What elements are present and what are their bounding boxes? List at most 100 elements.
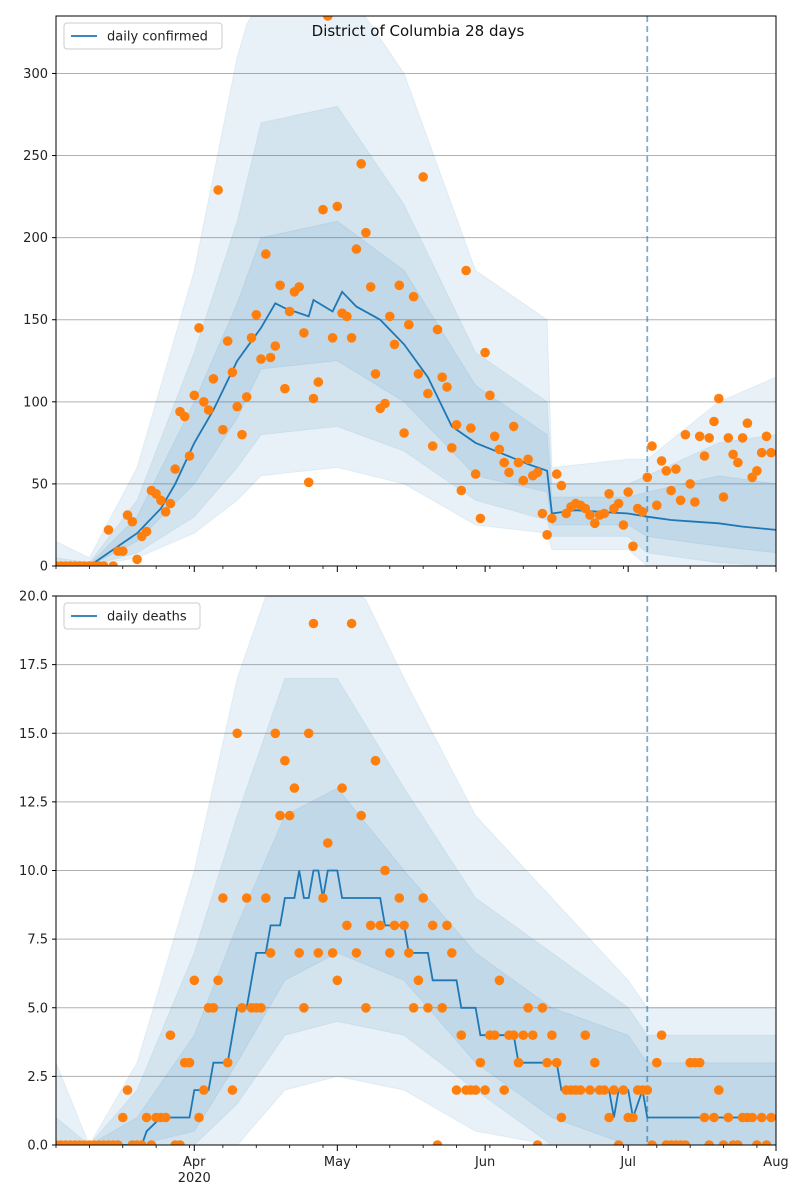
y-tick-label: 200: [23, 231, 48, 246]
data-point: [661, 466, 672, 476]
y-tick-label: 17.5: [19, 658, 48, 673]
data-point: [361, 227, 371, 238]
plot-frame: [55, 15, 777, 567]
data-point: [427, 920, 438, 931]
data-point: [547, 1030, 557, 1040]
data-point: [690, 497, 700, 507]
uncertainty-band: [56, 787, 776, 1145]
data-point: [418, 893, 429, 903]
data-point: [385, 311, 395, 322]
data-point: [394, 280, 405, 291]
data-point: [380, 398, 390, 409]
data-point: [508, 1030, 519, 1040]
data-point: [213, 975, 223, 986]
y-tick-label: 50: [31, 477, 48, 492]
data-point: [313, 948, 324, 958]
y-tick-label: 0: [40, 560, 48, 575]
data-point: [342, 920, 352, 931]
data-point: [351, 948, 362, 958]
legend: daily confirmed: [63, 22, 223, 50]
data-point: [685, 479, 695, 489]
data-point: [590, 518, 600, 529]
data-point: [599, 508, 610, 519]
data-point: [98, 561, 109, 566]
y-tick-label: 2.5: [27, 1070, 48, 1085]
data-point: [118, 546, 128, 556]
data-point: [399, 428, 409, 438]
data-point: [756, 447, 767, 458]
data-point: [318, 204, 328, 215]
data-point: [261, 893, 271, 903]
data-point: [432, 324, 443, 335]
y-tick-label: 150: [23, 313, 48, 328]
data-point: [284, 810, 295, 821]
data-point: [218, 893, 228, 903]
data-point: [165, 1030, 176, 1040]
data-point: [532, 467, 543, 478]
data-point: [523, 454, 533, 465]
x-tick-label: Jul: [619, 1155, 636, 1170]
data-point: [718, 492, 729, 502]
data-point: [618, 520, 629, 530]
data-point: [404, 319, 414, 330]
data-point: [189, 975, 200, 986]
data-point: [179, 411, 190, 422]
data-point: [618, 1085, 629, 1095]
data-point: [132, 554, 142, 565]
data-point: [346, 618, 357, 629]
data-point: [671, 464, 681, 474]
y-tick-label: 300: [23, 67, 48, 82]
data-point: [327, 333, 338, 343]
legend-box: [63, 22, 223, 50]
data-point: [628, 541, 638, 552]
data-point: [213, 185, 223, 195]
data-point: [537, 508, 548, 519]
data-point: [704, 433, 714, 443]
data-point: [251, 310, 262, 320]
data-point: [303, 477, 314, 488]
data-point: [508, 421, 519, 432]
data-point: [356, 810, 367, 821]
data-point: [389, 920, 400, 931]
uncertainty-band: [56, 677, 776, 1145]
data-point: [265, 948, 276, 958]
y-tick-label: 10.0: [19, 864, 48, 879]
data-point: [141, 1112, 152, 1123]
data-point: [742, 418, 753, 429]
x-tick-sublabel: 2020: [178, 1171, 211, 1186]
data-point: [394, 893, 405, 903]
chart-title: District of Columbia 28 days: [312, 22, 525, 40]
data-point: [208, 374, 219, 384]
data-point: [346, 333, 357, 343]
data-point: [556, 480, 567, 491]
data-point: [189, 390, 200, 401]
data-point: [666, 485, 676, 496]
data-point: [280, 755, 290, 766]
y-tick-label: 5.0: [27, 1001, 48, 1016]
data-point: [604, 489, 614, 499]
data-point: [370, 369, 381, 379]
data-point: [122, 510, 133, 520]
data-point: [537, 1003, 548, 1013]
data-point: [451, 420, 462, 430]
data-point: [222, 1057, 233, 1068]
data-point: [289, 783, 300, 793]
data-point: [408, 1003, 419, 1013]
legend-label: daily confirmed: [107, 30, 208, 45]
data-point: [456, 1030, 467, 1040]
data-point: [399, 920, 409, 931]
data-point: [699, 451, 710, 461]
data-point: [103, 525, 114, 535]
data-point: [652, 1057, 662, 1068]
data-point: [680, 429, 691, 440]
data-point: [232, 728, 242, 739]
data-point: [370, 755, 381, 766]
data-point: [442, 382, 452, 392]
y-tick-label: 7.5: [27, 933, 48, 948]
data-point: [513, 1057, 524, 1068]
data-point: [647, 441, 657, 451]
data-point: [222, 336, 233, 346]
data-point: [361, 1003, 371, 1013]
legend-box: [63, 602, 201, 630]
